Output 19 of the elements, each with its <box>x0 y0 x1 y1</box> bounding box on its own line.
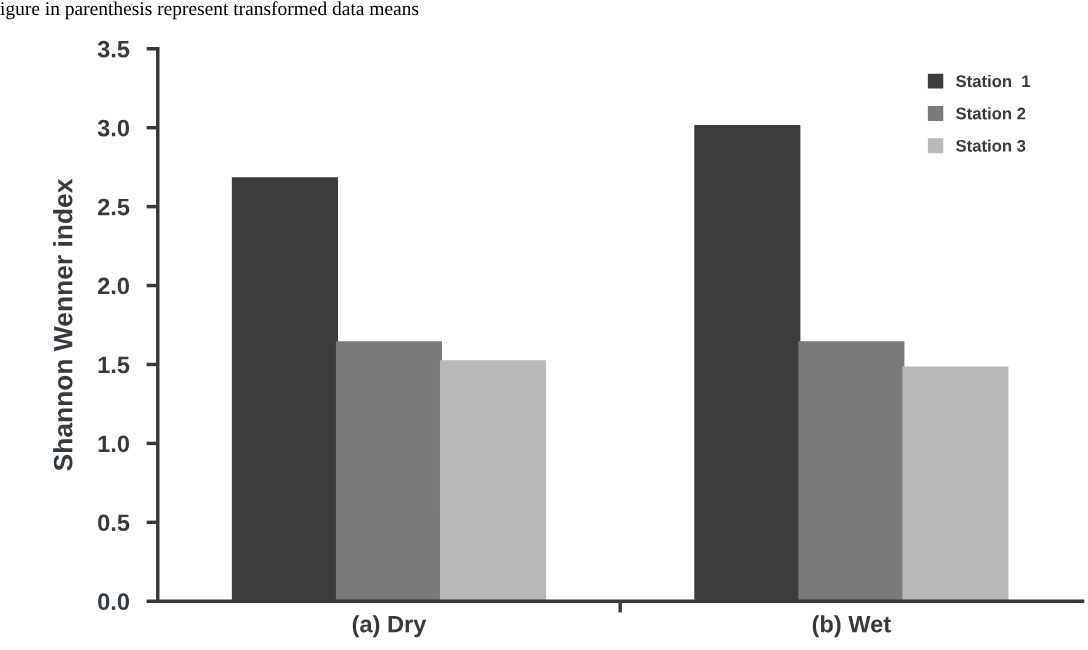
y-tick-label: 1.5 <box>98 356 130 374</box>
legend-label: Station 3 <box>956 139 1026 152</box>
y-tick-label: 3.0 <box>97 119 130 137</box>
legend-label: Station 1 <box>956 74 1031 88</box>
y-tick-label: 0.5 <box>98 514 130 532</box>
y-tick-label: 0.0 <box>98 593 130 611</box>
y-axis-title: Shannon Wenner index <box>53 178 73 471</box>
bar <box>439 360 547 602</box>
y-tick-label: 1.0 <box>98 435 130 453</box>
x-tick-label: (a) Dry <box>352 615 427 638</box>
text: igure in parenthesis represent transformed data means <box>0 1 419 20</box>
x-tick-label: (b) Wet <box>812 615 891 638</box>
y-tick-label: 3.5 <box>97 40 130 58</box>
bar <box>335 341 443 602</box>
y-tick-label: 2.5 <box>97 198 130 216</box>
y-tick-label: 2.0 <box>97 277 130 295</box>
bar <box>798 341 905 602</box>
bar <box>902 366 1009 602</box>
legend-label: Station 2 <box>956 107 1026 120</box>
